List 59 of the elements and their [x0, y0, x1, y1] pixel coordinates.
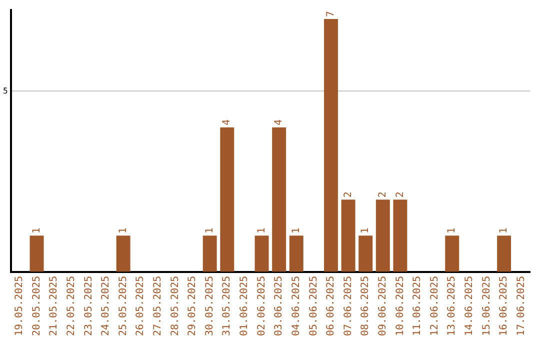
- x-tick-label: 31.05.2025: [222, 276, 233, 336]
- data-label: 1: [290, 228, 302, 234]
- x-tick-label: 06.06.2025: [326, 276, 337, 336]
- bar: [358, 236, 373, 272]
- bar: [341, 200, 356, 272]
- x-tick-label: 11.06.2025: [412, 276, 424, 336]
- x-tick-label: 26.05.2025: [135, 276, 146, 336]
- x-tick-label: 09.06.2025: [377, 276, 388, 336]
- x-tick-label: 29.05.2025: [187, 276, 198, 336]
- data-label: 1: [256, 228, 268, 234]
- x-tick-label: 23.05.2025: [83, 276, 94, 336]
- data-label: 1: [31, 228, 42, 234]
- y-tick-label: 5: [2, 86, 8, 96]
- bar: [289, 236, 304, 272]
- data-label: 1: [360, 228, 372, 234]
- data-label: 7: [326, 10, 337, 18]
- data-label: 2: [342, 192, 354, 198]
- x-tick-label: 30.05.2025: [204, 276, 216, 336]
- data-label: 1: [118, 228, 129, 234]
- x-tick-label: 04.06.2025: [290, 276, 302, 336]
- x-tick-label: 24.05.2025: [100, 276, 112, 336]
- bar: [30, 236, 44, 272]
- x-tick-label: 05.06.2025: [308, 276, 320, 336]
- x-tick-label: 17.06.2025: [516, 276, 527, 336]
- x-tick-label: 12.06.2025: [429, 276, 440, 336]
- data-label: 2: [377, 192, 388, 198]
- bar: [324, 19, 338, 272]
- x-tick-label: 22.05.2025: [66, 276, 77, 336]
- x-tick-label: 25.05.2025: [118, 276, 129, 336]
- bar: [220, 127, 234, 272]
- x-tick-label: 19.05.2025: [14, 276, 26, 336]
- x-tick-label: 28.05.2025: [170, 276, 181, 336]
- bar: [116, 236, 130, 272]
- data-label: 2: [394, 192, 406, 198]
- bar: [376, 200, 390, 272]
- bar: [272, 127, 286, 272]
- bar: [202, 236, 217, 272]
- x-tick-label: 03.06.2025: [274, 276, 285, 336]
- x-tick-label: 10.06.2025: [394, 276, 406, 336]
- x-tick-label: 20.05.2025: [31, 276, 42, 336]
- bar: [254, 236, 269, 272]
- data-label: 1: [446, 228, 458, 234]
- data-label: 1: [498, 228, 510, 234]
- data-label: 4: [222, 119, 233, 126]
- data-label: 1: [204, 228, 216, 234]
- x-tick-label: 02.06.2025: [256, 276, 268, 336]
- x-tick-label: 21.05.2025: [48, 276, 60, 336]
- x-tick-label: 07.06.2025: [342, 276, 354, 336]
- data-label: 4: [274, 119, 285, 126]
- x-tick-label: 08.06.2025: [360, 276, 372, 336]
- x-tick-label: 01.06.2025: [239, 276, 250, 336]
- x-tick-label: 14.06.2025: [464, 276, 476, 336]
- x-tick-label: 27.05.2025: [152, 276, 164, 336]
- x-tick-label: 16.06.2025: [498, 276, 510, 336]
- bar: [393, 200, 408, 272]
- x-tick-label: 15.06.2025: [481, 276, 492, 336]
- bar: [445, 236, 460, 272]
- x-tick-label: 13.06.2025: [446, 276, 458, 336]
- bar: [497, 236, 512, 272]
